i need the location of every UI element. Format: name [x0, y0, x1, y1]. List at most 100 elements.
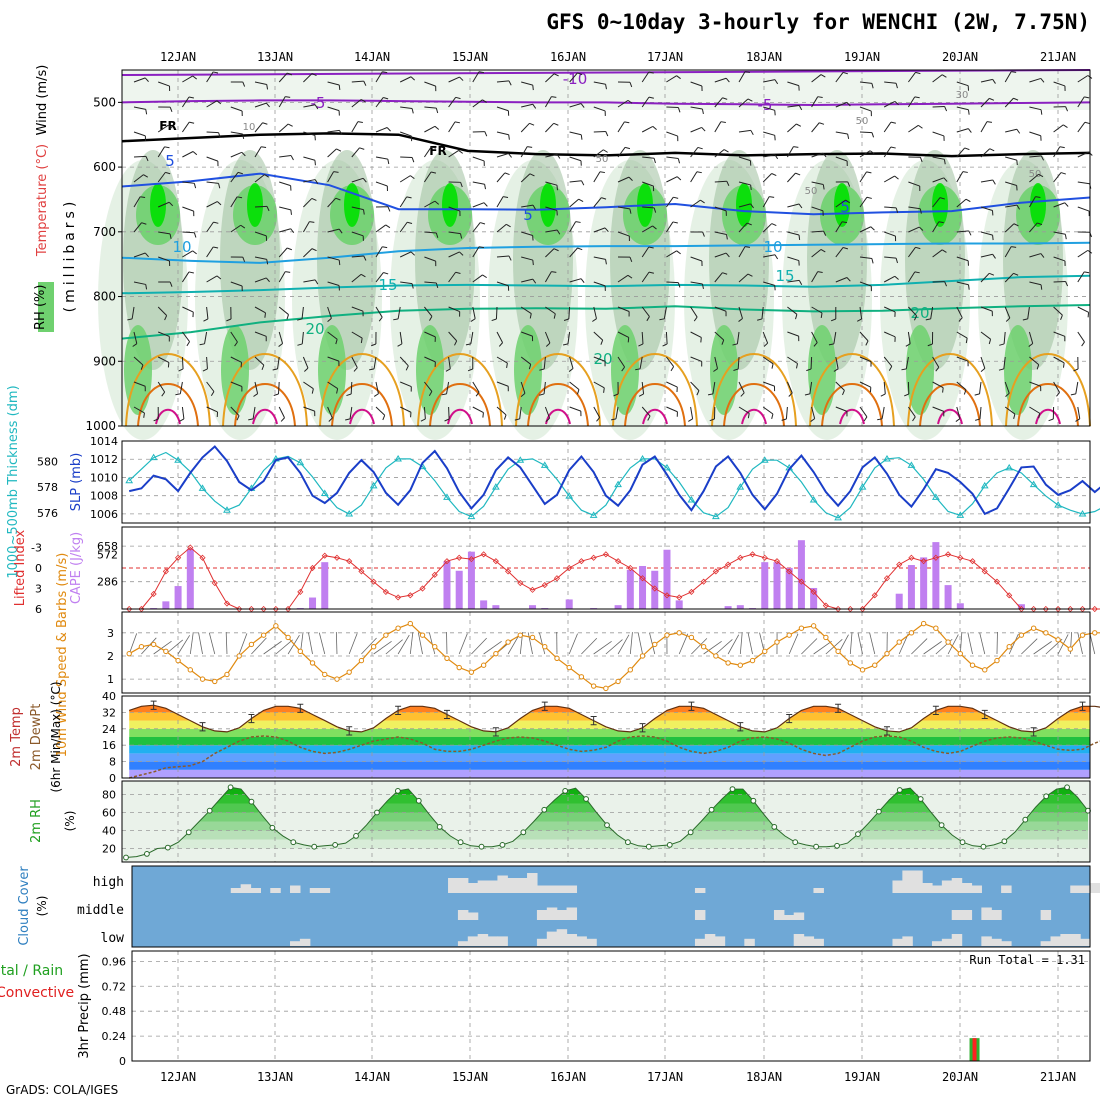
li-point	[419, 585, 426, 592]
isotherm-label: FR	[429, 144, 446, 158]
upper-air-ytick: 500	[93, 95, 116, 109]
thickness-point	[149, 453, 158, 461]
wind-speed-point	[273, 623, 279, 629]
wind-barb	[133, 196, 141, 208]
wind-barb	[472, 222, 481, 233]
wind-barb	[859, 356, 872, 363]
wind-barb-flag	[648, 246, 654, 249]
wind-barb-flag	[314, 179, 319, 185]
wind-barb	[738, 98, 749, 108]
wind-speed-point	[432, 644, 438, 650]
top-day-label: 16JAN	[550, 50, 586, 64]
wind-barb	[327, 306, 332, 319]
wind-speed-point	[505, 639, 511, 645]
isotherm-label: 10	[763, 238, 782, 256]
wind-barb-flag	[869, 150, 875, 155]
wind-barb-flag	[508, 80, 512, 86]
wind-barb-flag	[798, 105, 803, 111]
wind-barb	[1053, 381, 1061, 393]
li-point	[602, 551, 609, 558]
wind-barb	[956, 147, 966, 158]
cloud-cover-bar	[230, 888, 242, 893]
wind-barb	[859, 256, 872, 260]
cloud-cover-bar	[290, 941, 301, 946]
wind-speed-point	[529, 634, 536, 641]
cloud-cover-bar	[536, 910, 548, 920]
bottom-day-label: 15JAN	[452, 1070, 488, 1084]
wind-barb	[1029, 222, 1038, 233]
wind-barb-flag	[820, 74, 826, 78]
surface-wind-barb	[308, 632, 313, 655]
wind-barb	[254, 331, 267, 337]
wind-barb-flag	[420, 418, 426, 422]
isotherm-30	[331, 383, 393, 427]
wind-barb	[690, 356, 702, 362]
li-point	[908, 554, 915, 561]
wind-speed-point	[358, 657, 365, 664]
precip-axis-label: 3hr Precip (mm)	[77, 953, 92, 1058]
wind-barb-flag	[841, 221, 848, 224]
wind-barb	[714, 149, 725, 158]
wind-barb	[230, 196, 238, 208]
wind-barb	[1003, 356, 1006, 369]
li-point	[981, 568, 988, 575]
rh-shade-bright	[932, 183, 948, 227]
temp-band	[129, 753, 1090, 762]
wind-barb-flag	[673, 196, 679, 199]
isotherm-label: -5	[758, 96, 773, 114]
wind-barb-flag	[744, 71, 751, 73]
wind-barb-flag	[556, 229, 561, 235]
wind-barb-flag	[435, 282, 439, 288]
isotherm-label: -5	[311, 94, 326, 112]
surface-wind-barb	[1033, 641, 1052, 655]
wind-barb-flag	[894, 275, 899, 280]
wind-barb	[859, 281, 872, 287]
wind-barb	[980, 121, 988, 133]
wind-barb	[399, 76, 412, 83]
wind-speed-point	[517, 632, 524, 638]
wind-barb	[859, 131, 873, 134]
wind-barb-flag	[311, 248, 317, 252]
surface-wind-barb	[649, 632, 656, 655]
rh-shade-bright	[442, 183, 458, 227]
rh-contour-label: 50	[856, 116, 869, 127]
wind-barb-flag	[871, 132, 875, 138]
wind-barb-flag	[919, 157, 923, 163]
surface-wind-barb	[471, 637, 487, 655]
wind-barb	[472, 406, 484, 414]
precip-convective-bar	[972, 1038, 977, 1061]
top-day-label: 14JAN	[354, 50, 390, 64]
wind-barb	[641, 225, 653, 233]
wind-barb-flag	[939, 197, 945, 200]
wind-barb	[881, 406, 885, 419]
surface-wind-barb	[1089, 632, 1096, 655]
wind-barb-flag	[820, 249, 826, 253]
top-day-label: 15JAN	[452, 50, 488, 64]
wind-speed-point	[419, 632, 426, 638]
wind-barb-flag	[405, 365, 409, 371]
wind-barb-flag	[504, 172, 510, 176]
wind-barb	[544, 96, 552, 108]
wind-barb-flag	[648, 96, 654, 99]
wind-barb	[665, 331, 668, 345]
li-point	[969, 558, 976, 565]
rh-point	[1064, 784, 1070, 791]
wind-barb-flag	[1005, 392, 1010, 397]
wind-barb	[206, 100, 218, 108]
wind-barb-flag	[962, 171, 968, 173]
surface-wind-barb	[788, 633, 799, 655]
wind-barb-flag	[989, 97, 995, 101]
wind-barb-flag	[459, 251, 464, 256]
wind-barb	[666, 406, 678, 413]
wind-speed-point	[1006, 644, 1012, 650]
thickness-point	[125, 476, 134, 484]
wind-barb	[496, 255, 509, 258]
wind-barb	[932, 74, 943, 83]
wind-barb-flag	[553, 248, 559, 252]
wind-speed-point	[847, 660, 854, 666]
wind-barb-flag	[203, 318, 209, 322]
temp-minmax-bar	[883, 726, 890, 736]
li-point	[175, 554, 182, 561]
wind-barb-flag	[914, 271, 920, 274]
wind-barb	[472, 306, 476, 319]
